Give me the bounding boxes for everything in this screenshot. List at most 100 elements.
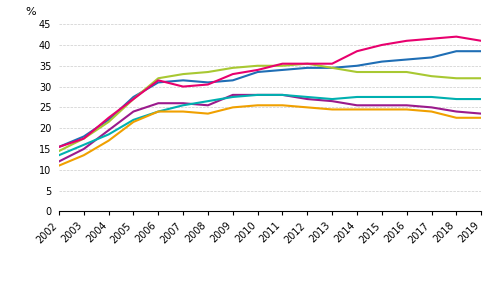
Pääkaupunkiseutu [379, 60, 385, 63]
Line: Pääkaupunkiseutu: Pääkaupunkiseutu [59, 51, 481, 147]
Länsi-Suomi [180, 104, 186, 107]
Pohjois- ja Itä-Suomi [255, 104, 261, 107]
Ahvenanmaa-Åland [404, 39, 409, 43]
Länsi-Suomi [106, 133, 111, 136]
Line: Länsi-Suomi: Länsi-Suomi [59, 95, 481, 155]
Pääkaupunkiseutu [354, 64, 360, 68]
Muu Helsinki-Uusimaa [56, 149, 62, 153]
Pääkaupunkiseutu [453, 50, 459, 53]
Muu Helsinki-Uusimaa [279, 64, 285, 68]
Pääkaupunkiseutu [155, 81, 161, 84]
Pohjois- ja Itä-Suomi [180, 110, 186, 113]
Ahvenanmaa-Åland [81, 137, 87, 140]
Etelä-Suomi [205, 104, 211, 107]
Länsi-Suomi [81, 143, 87, 147]
Pohjois- ja Itä-Suomi [379, 108, 385, 111]
Pääkaupunkiseutu [180, 79, 186, 82]
Muu Helsinki-Uusimaa [379, 70, 385, 74]
Länsi-Suomi [205, 99, 211, 103]
Muu Helsinki-Uusimaa [81, 137, 87, 140]
Etelä-Suomi [304, 97, 310, 101]
Pääkaupunkiseutu [478, 50, 484, 53]
Muu Helsinki-Uusimaa [304, 62, 310, 66]
Länsi-Suomi [131, 118, 136, 122]
Etelä-Suomi [106, 128, 111, 132]
Pääkaupunkiseutu [56, 145, 62, 149]
Pohjois- ja Itä-Suomi [329, 108, 335, 111]
Ahvenanmaa-Åland [304, 62, 310, 66]
Ahvenanmaa-Åland [180, 85, 186, 88]
Pääkaupunkiseutu [81, 135, 87, 138]
Pohjois- ja Itä-Suomi [404, 108, 409, 111]
Ahvenanmaa-Åland [354, 50, 360, 53]
Ahvenanmaa-Åland [106, 116, 111, 120]
Ahvenanmaa-Åland [279, 62, 285, 66]
Etelä-Suomi [81, 147, 87, 151]
Pohjois- ja Itä-Suomi [131, 120, 136, 124]
Pohjois- ja Itä-Suomi [453, 116, 459, 120]
Ahvenanmaa-Åland [329, 62, 335, 66]
Line: Etelä-Suomi: Etelä-Suomi [59, 95, 481, 162]
Länsi-Suomi [354, 95, 360, 99]
Ahvenanmaa-Åland [255, 68, 261, 72]
Pääkaupunkiseutu [230, 79, 236, 82]
Muu Helsinki-Uusimaa [205, 70, 211, 74]
Pohjois- ja Itä-Suomi [106, 139, 111, 143]
Pohjois- ja Itä-Suomi [304, 106, 310, 109]
Etelä-Suomi [429, 106, 435, 109]
Länsi-Suomi [379, 95, 385, 99]
Muu Helsinki-Uusimaa [453, 76, 459, 80]
Pohjois- ja Itä-Suomi [478, 116, 484, 120]
Pohjois- ja Itä-Suomi [230, 106, 236, 109]
Muu Helsinki-Uusimaa [255, 64, 261, 68]
Ahvenanmaa-Åland [56, 145, 62, 149]
Pohjois- ja Itä-Suomi [279, 104, 285, 107]
Länsi-Suomi [155, 110, 161, 113]
Ahvenanmaa-Åland [155, 79, 161, 82]
Line: Ahvenanmaa-Åland: Ahvenanmaa-Åland [59, 37, 481, 147]
Muu Helsinki-Uusimaa [230, 66, 236, 70]
Etelä-Suomi [354, 104, 360, 107]
Line: Muu Helsinki-Uusimaa: Muu Helsinki-Uusimaa [59, 64, 481, 151]
Ahvenanmaa-Åland [205, 83, 211, 86]
Text: %: % [25, 7, 36, 17]
Länsi-Suomi [404, 95, 409, 99]
Etelä-Suomi [279, 93, 285, 97]
Muu Helsinki-Uusimaa [155, 76, 161, 80]
Pääkaupunkiseutu [404, 58, 409, 61]
Pääkaupunkiseutu [304, 66, 310, 70]
Etelä-Suomi [329, 99, 335, 103]
Pohjois- ja Itä-Suomi [81, 153, 87, 157]
Länsi-Suomi [453, 97, 459, 101]
Pääkaupunkiseutu [279, 68, 285, 72]
Line: Pohjois- ja Itä-Suomi: Pohjois- ja Itä-Suomi [59, 105, 481, 165]
Pohjois- ja Itä-Suomi [155, 110, 161, 113]
Pohjois- ja Itä-Suomi [205, 112, 211, 115]
Muu Helsinki-Uusimaa [478, 76, 484, 80]
Muu Helsinki-Uusimaa [131, 97, 136, 101]
Ahvenanmaa-Åland [131, 97, 136, 101]
Muu Helsinki-Uusimaa [106, 120, 111, 124]
Etelä-Suomi [453, 110, 459, 113]
Muu Helsinki-Uusimaa [329, 66, 335, 70]
Etelä-Suomi [56, 160, 62, 163]
Ahvenanmaa-Åland [453, 35, 459, 38]
Pääkaupunkiseutu [131, 95, 136, 99]
Länsi-Suomi [56, 153, 62, 157]
Etelä-Suomi [255, 93, 261, 97]
Länsi-Suomi [255, 93, 261, 97]
Länsi-Suomi [478, 97, 484, 101]
Etelä-Suomi [230, 93, 236, 97]
Etelä-Suomi [404, 104, 409, 107]
Muu Helsinki-Uusimaa [180, 72, 186, 76]
Pääkaupunkiseutu [205, 81, 211, 84]
Muu Helsinki-Uusimaa [429, 74, 435, 78]
Ahvenanmaa-Åland [429, 37, 435, 40]
Pääkaupunkiseutu [255, 70, 261, 74]
Etelä-Suomi [131, 110, 136, 113]
Länsi-Suomi [230, 95, 236, 99]
Pohjois- ja Itä-Suomi [56, 164, 62, 167]
Ahvenanmaa-Åland [230, 72, 236, 76]
Muu Helsinki-Uusimaa [354, 70, 360, 74]
Muu Helsinki-Uusimaa [404, 70, 409, 74]
